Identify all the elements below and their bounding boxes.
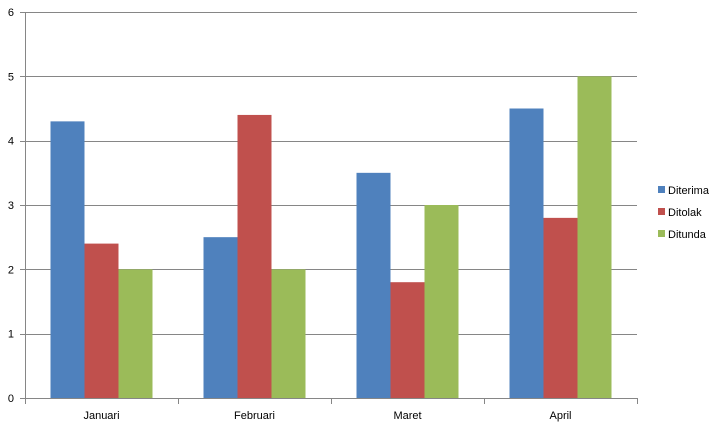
bars xyxy=(50,76,612,398)
legend-swatch-ditolak xyxy=(658,208,665,215)
bar-ditolak-maret xyxy=(390,282,425,398)
y-tick-label: 1 xyxy=(8,329,14,341)
legend-label-diterima: Diterima xyxy=(668,185,710,197)
bar-ditolak-april xyxy=(543,217,578,398)
legend-label-ditolak: Ditolak xyxy=(668,207,702,219)
legend-label-ditunda: Ditunda xyxy=(668,229,707,241)
y-tick-label: 2 xyxy=(8,264,14,276)
x-category-label: Februari xyxy=(234,410,275,422)
bar-ditunda-januari xyxy=(118,269,153,398)
legend-swatch-ditunda xyxy=(658,230,665,237)
x-axis-labels: Januari Februari Maret April xyxy=(83,410,571,422)
bar-ditolak-februari xyxy=(237,114,272,398)
x-category-label: Maret xyxy=(393,410,421,422)
legend-swatch-diterima xyxy=(658,186,665,193)
bar-ditolak-januari xyxy=(84,243,119,398)
y-tick-label: 6 xyxy=(8,7,14,19)
bar-diterima-januari xyxy=(50,121,85,398)
x-category-label: Januari xyxy=(83,410,119,422)
bar-ditunda-februari xyxy=(271,269,306,398)
bar-diterima-maret xyxy=(356,172,391,398)
axes xyxy=(25,12,638,404)
bar-ditunda-april xyxy=(577,76,612,398)
bar-diterima-februari xyxy=(203,237,238,398)
legend: Diterima Ditolak Ditunda xyxy=(658,185,710,241)
y-tick-label: 5 xyxy=(8,71,14,83)
y-tick-label: 3 xyxy=(8,200,14,212)
bar-ditunda-maret xyxy=(424,205,459,398)
x-category-label: April xyxy=(549,410,571,422)
y-axis-ticks: 0 1 2 3 4 5 6 xyxy=(8,7,25,405)
y-tick-label: 0 xyxy=(8,393,14,405)
y-tick-label: 4 xyxy=(8,136,14,148)
bar-diterima-april xyxy=(509,108,544,398)
